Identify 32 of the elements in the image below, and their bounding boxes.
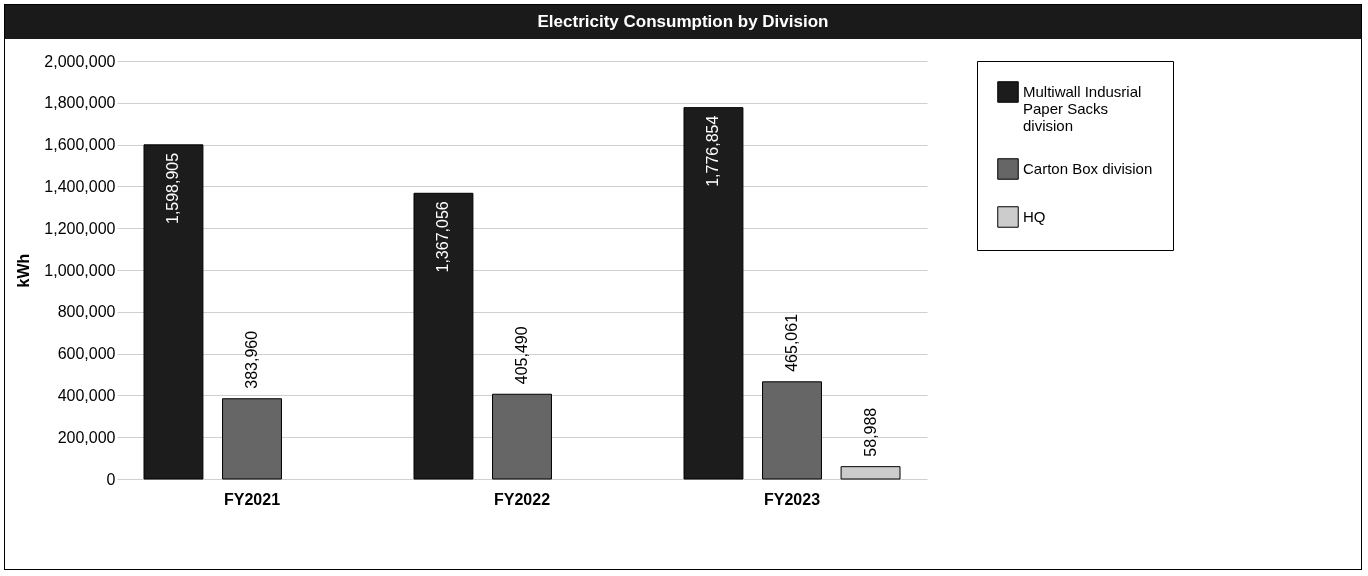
- bar: [222, 398, 282, 480]
- chart-title: Electricity Consumption by Division: [5, 5, 1361, 39]
- data-label: 1,598,905: [164, 152, 182, 225]
- data-label: 465,061: [783, 313, 800, 372]
- data-label: 1,776,854: [704, 115, 722, 187]
- x-tick-label: FY2023: [763, 490, 821, 508]
- y-axis-title: kWh: [15, 253, 33, 288]
- legend-label: Multiwall Indusrial Paper Sacks division: [1023, 83, 1142, 134]
- y-tick-label: 0: [106, 470, 116, 488]
- bar: [413, 192, 474, 480]
- data-label: 405,490: [513, 326, 530, 385]
- y-tick-label: 400,000: [57, 386, 116, 404]
- bar: [143, 144, 204, 480]
- y-tick-label: 1,200,000: [44, 219, 116, 237]
- x-tick-label: FY2022: [493, 490, 551, 508]
- y-tick-label: 1,400,000: [44, 177, 116, 195]
- y-tick-label: 2,000,000: [44, 52, 116, 70]
- bar: [492, 393, 552, 480]
- y-tick-label: 1,600,000: [44, 136, 116, 154]
- x-tick-label: FY2021: [223, 490, 281, 508]
- y-tick-label: 600,000: [57, 345, 116, 363]
- data-label: 383,960: [243, 330, 260, 389]
- data-label: 1,367,056: [434, 201, 452, 273]
- legend-label: HQ: [1023, 208, 1046, 225]
- data-label: 58,988: [861, 407, 879, 457]
- bar: [762, 381, 822, 480]
- y-tick-label: 800,000: [57, 303, 116, 321]
- y-tick-label: 200,000: [57, 428, 116, 446]
- legend-label: Carton Box division: [1023, 160, 1153, 177]
- y-tick-label: 1,000,000: [44, 261, 116, 279]
- bar: [683, 107, 744, 480]
- y-tick-label: 1,800,000: [44, 94, 116, 112]
